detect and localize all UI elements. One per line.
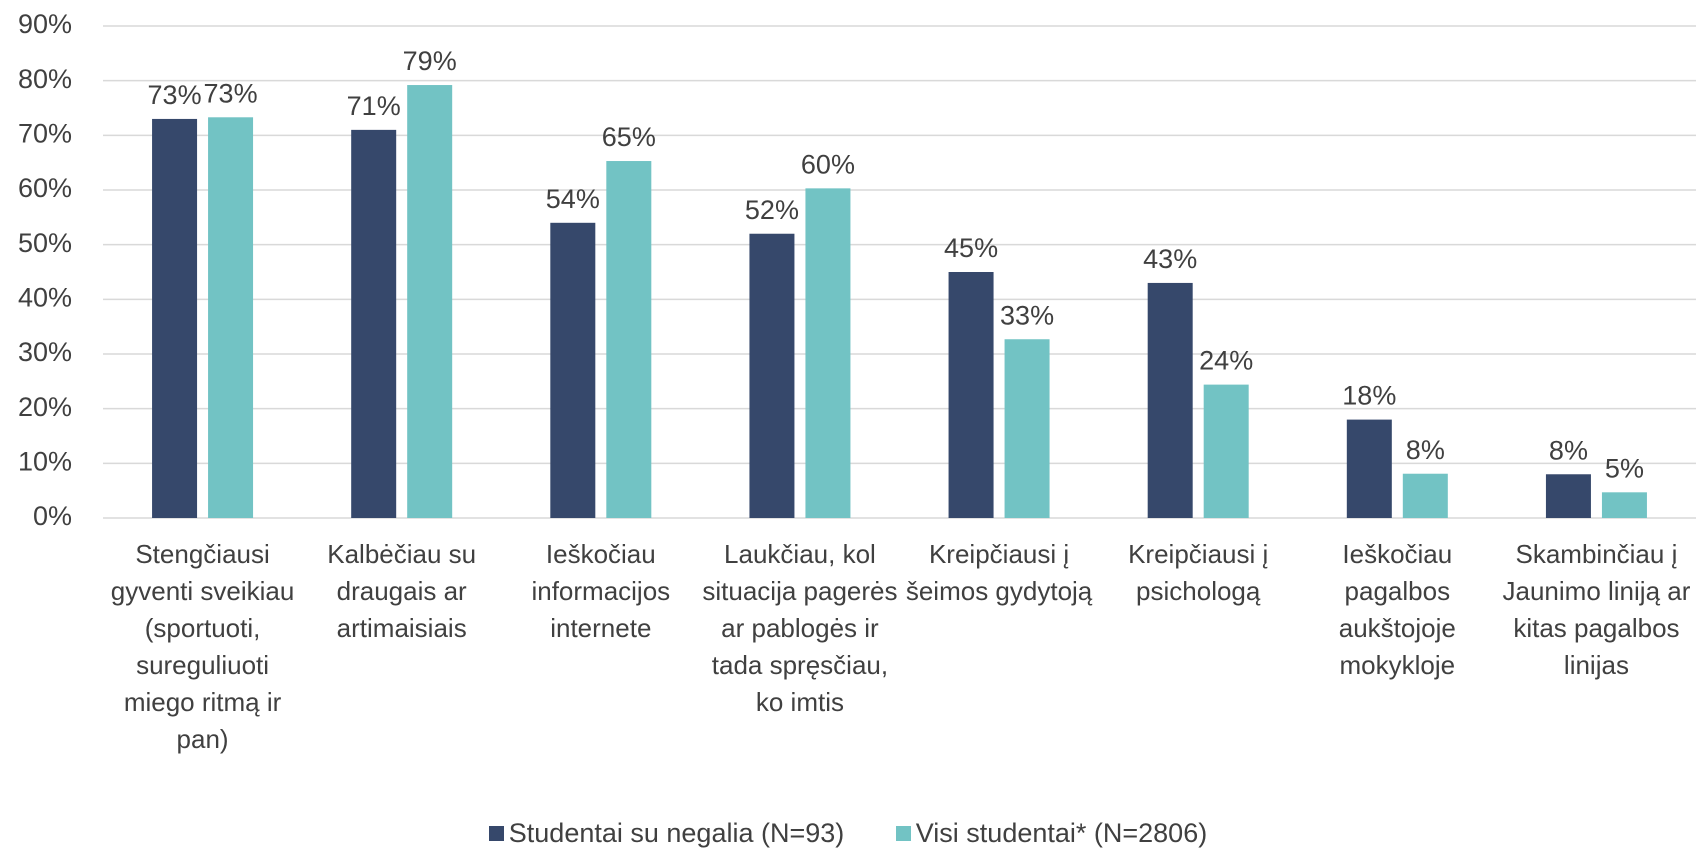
y-tick-label: 40% [18, 282, 72, 312]
data-label: 5% [1605, 453, 1644, 483]
data-label: 33% [1000, 300, 1054, 330]
x-tick-label: Kreipčiausi į psichologą [1128, 539, 1269, 606]
y-tick-label: 70% [18, 118, 72, 148]
data-label: 45% [944, 233, 998, 263]
data-label: 73% [204, 78, 258, 108]
x-tick-label: Skambinčiau į Jaunimo liniją ar kitas pa… [1502, 539, 1691, 680]
x-tick-label: Kreipčiausi į šeimos gydytoją [905, 539, 1093, 606]
y-tick-label: 20% [18, 392, 72, 422]
data-label: 60% [801, 149, 855, 179]
data-label: 8% [1406, 435, 1445, 465]
data-label: 43% [1143, 244, 1197, 274]
data-label: 24% [1199, 346, 1253, 376]
y-tick-label: 50% [18, 228, 72, 258]
x-tick-label: Stengčiausi gyventi sveikiau (sportuoti,… [110, 539, 295, 754]
bar [152, 118, 198, 518]
bar [1402, 473, 1448, 518]
legend-label: Studentai su negalia (N=93) [508, 818, 845, 848]
y-tick-label: 90% [18, 9, 72, 39]
y-tick-label: 0% [33, 501, 72, 531]
data-label: 73% [148, 80, 202, 110]
bar [749, 233, 795, 518]
bar [948, 272, 994, 518]
bar [550, 222, 596, 519]
bar [606, 161, 652, 518]
bar [1004, 339, 1050, 518]
y-tick-label: 30% [18, 337, 72, 367]
bar [407, 85, 453, 518]
x-tick-label: Ieškočiau pagalbos aukštojoje mokykloje [1338, 539, 1456, 680]
bar [1601, 492, 1647, 518]
legend-item: Studentai su negalia (N=93) [488, 818, 845, 849]
data-label: 8% [1549, 435, 1588, 465]
y-tick-label: 80% [18, 64, 72, 94]
bar [351, 129, 397, 518]
legend-label: Visi studentai* (N=2806) [915, 818, 1208, 848]
legend: Studentai su negalia (N=93) Visi student… [0, 818, 1696, 849]
bar [1147, 282, 1193, 518]
x-tick-label: Ieškočiau informacijos internete [531, 539, 671, 643]
x-tick-label: Laukčiau, kol situacija pagerės ar pablo… [702, 539, 898, 717]
bar [1203, 384, 1249, 518]
y-tick-label: 60% [18, 173, 72, 203]
data-label: 52% [745, 195, 799, 225]
data-label: 79% [403, 46, 457, 76]
data-label: 71% [347, 91, 401, 121]
data-label: 65% [602, 122, 656, 152]
legend-swatch [895, 826, 911, 841]
legend-item: Visi studentai* (N=2806) [895, 818, 1208, 849]
bar [208, 117, 254, 518]
y-tick-label: 10% [18, 446, 72, 476]
legend-swatch [488, 826, 504, 841]
bar [805, 188, 851, 519]
x-tick-label: Kalbėčiau su draugais ar artimaisiais [327, 539, 477, 643]
data-label: 54% [546, 184, 600, 214]
bar [1545, 474, 1591, 518]
bar [1346, 419, 1392, 518]
data-label: 18% [1342, 381, 1396, 411]
